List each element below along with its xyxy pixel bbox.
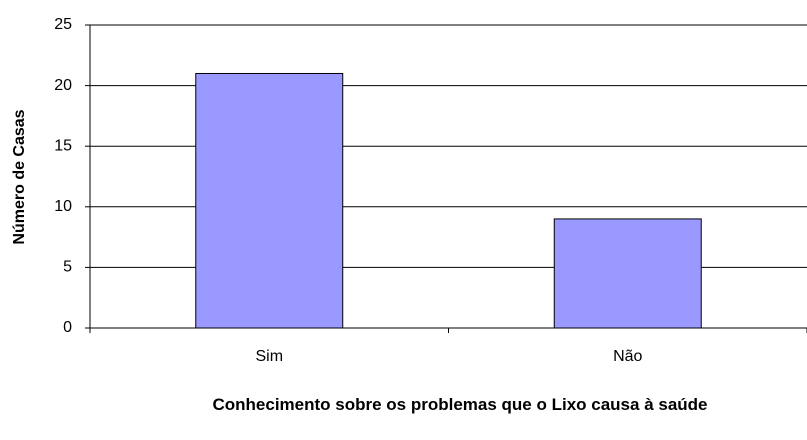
y-tick-label: 15 (54, 137, 72, 154)
y-tick-label: 20 (54, 77, 72, 94)
y-axis-label: Número de Casas (11, 109, 28, 244)
y-tick-label: 25 (54, 16, 72, 33)
y-tick-label: 0 (63, 319, 72, 336)
y-tick-label: 5 (63, 259, 72, 276)
y-tick-label: 10 (54, 198, 72, 215)
x-axis-label: Conhecimento sobre os problemas que o Li… (212, 395, 708, 414)
bar (553, 218, 702, 329)
x-tick-label: Não (613, 348, 642, 365)
x-tick-label: Sim (255, 348, 283, 365)
bar (195, 72, 344, 329)
